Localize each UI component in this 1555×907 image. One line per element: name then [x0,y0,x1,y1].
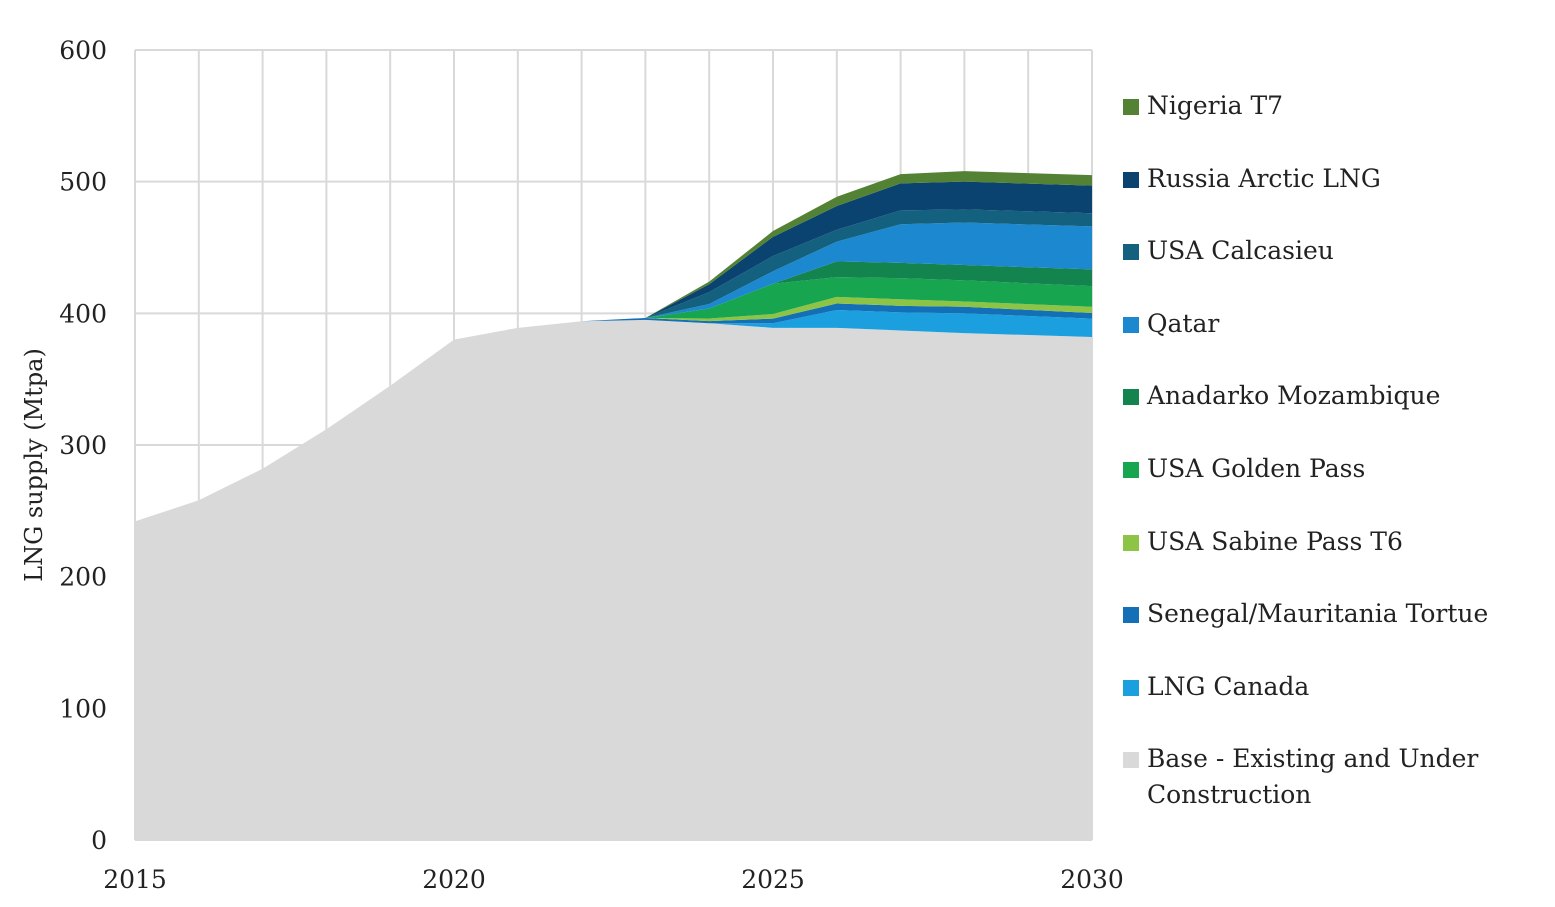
legend-item: LNG Canada [1123,669,1553,742]
legend-label: Senegal/Mauritania Tortue [1147,599,1489,629]
legend-label: Nigeria T7 [1147,91,1284,120]
y-tick-label: 400 [59,299,107,328]
y-tick-label: 300 [59,431,107,460]
legend-swatch [1123,99,1139,115]
legend-swatch [1123,752,1139,769]
x-tick-label: 2030 [1060,865,1124,894]
y-tick-label: 100 [59,694,107,723]
x-tick-label: 2015 [103,865,167,894]
legend-swatch [1123,244,1139,261]
legend-swatch [1123,316,1139,333]
y-tick-label: 500 [59,168,107,197]
y-tick-label: 200 [59,563,107,592]
y-axis-label: LNG supply (Mtpa) [20,348,48,582]
legend-item: Qatar [1123,306,1553,379]
legend-label: USA Calcasieu [1147,236,1334,266]
legend-item: USA Golden Pass [1123,451,1553,524]
legend-label: Qatar [1147,308,1220,338]
legend-label: Base - Existing and Under Construction [1147,744,1479,810]
area-lng-canada [135,310,1092,522]
area-qatar [135,222,1092,522]
legend-swatch [1123,679,1139,696]
area-series [135,171,1092,841]
legend-swatch [1123,171,1139,188]
area-usa-golden-pass [135,277,1092,522]
legend-label: Anadarko Mozambique [1147,381,1441,411]
y-axis-ticks: 0 100 200 300 400 500 600 [59,36,107,855]
legend-swatch [1123,607,1139,624]
legend-label: LNG Canada [1147,671,1310,701]
legend-swatch [1123,461,1139,478]
legend-label: USA Golden Pass [1147,453,1366,483]
area-base-existing-and-under-construction [135,319,1092,841]
y-tick-label: 600 [59,36,107,65]
x-tick-label: 2025 [741,865,805,894]
legend-item: Base - Existing and Under Construction [1123,741,1553,814]
legend-swatch [1123,534,1139,551]
x-tick-label: 2020 [422,865,486,894]
y-tick-label: 0 [91,826,107,855]
legend-label: USA Sabine Pass T6 [1147,526,1403,556]
legend-item: USA Sabine Pass T6 [1123,524,1553,597]
x-axis-ticks: 2015 2020 2025 2030 [103,865,1124,894]
legend-label: Russia Arctic LNG [1147,163,1381,193]
legend-item: Senegal/Mauritania Tortue [1123,596,1553,669]
legend-item: USA Calcasieu [1123,233,1553,306]
legend-item: Nigeria T7 [1123,88,1553,161]
legend-swatch [1123,389,1139,406]
legend-item: Anadarko Mozambique [1123,378,1553,451]
legend-item: Russia Arctic LNG [1123,161,1553,234]
legend: Nigeria T7 Russia Arctic LNG USA Calcasieu… [1123,88,1553,814]
